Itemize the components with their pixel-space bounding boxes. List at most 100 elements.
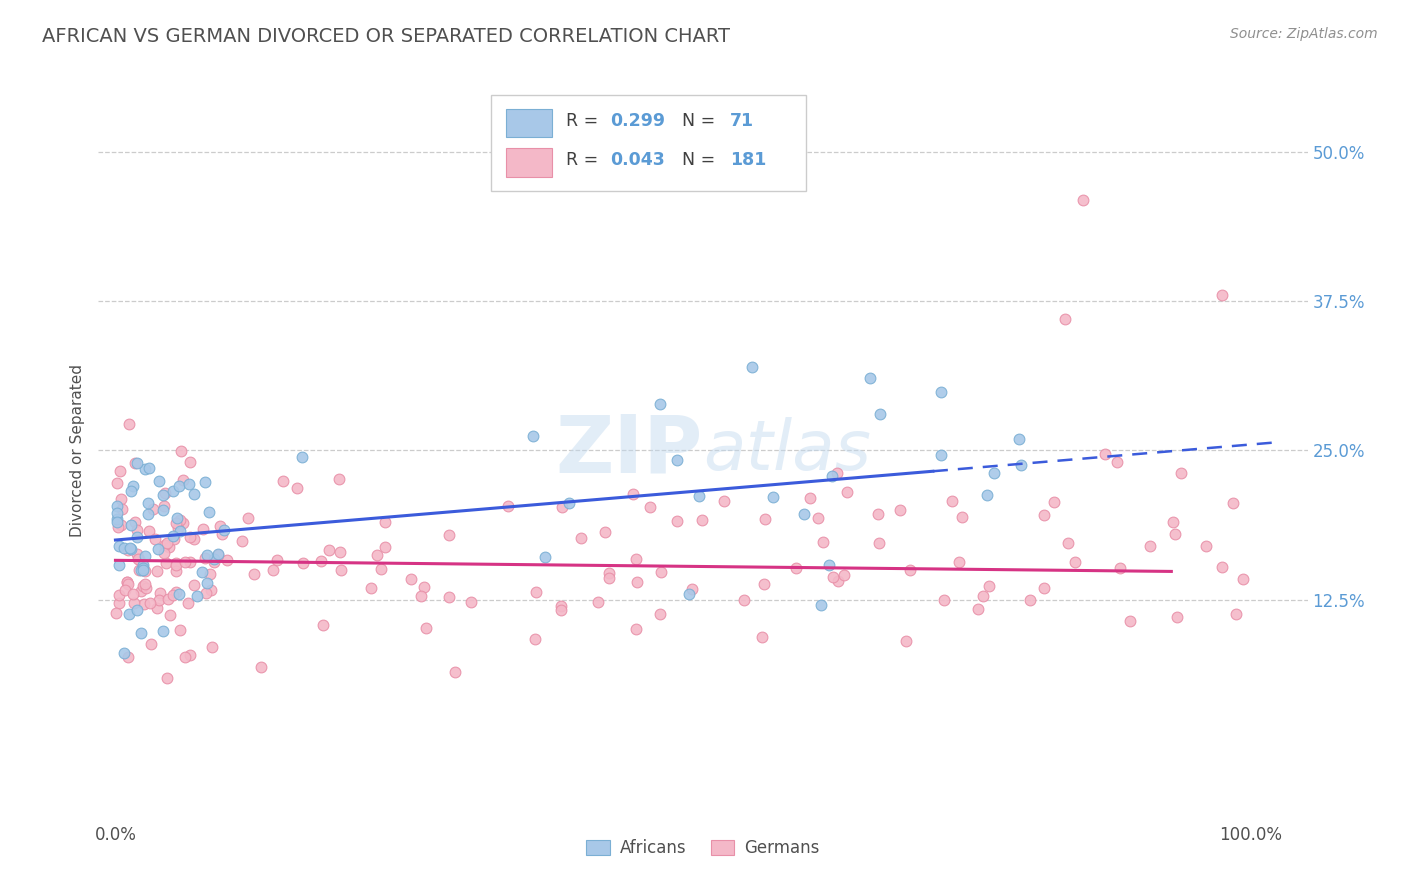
Point	[139, 637, 162, 651]
Point	[194, 550, 217, 565]
Point	[127, 552, 149, 566]
Point	[112, 646, 135, 660]
Point	[266, 553, 288, 567]
Point	[107, 558, 129, 572]
Point	[153, 546, 176, 560]
Point	[107, 520, 129, 534]
Point	[174, 650, 197, 665]
Point	[209, 518, 232, 533]
Point	[1194, 539, 1216, 553]
Point	[249, 659, 271, 673]
Point	[155, 556, 177, 570]
Point	[138, 461, 160, 475]
Point	[166, 521, 188, 535]
Point	[108, 588, 131, 602]
Point	[132, 558, 155, 573]
Point	[165, 516, 187, 530]
Point	[370, 562, 392, 576]
Point	[202, 555, 225, 569]
Point	[124, 596, 146, 610]
Point	[1018, 593, 1040, 607]
Point	[1232, 572, 1254, 586]
Point	[898, 563, 921, 577]
Point	[1109, 560, 1132, 574]
Point	[550, 599, 572, 614]
Point	[146, 564, 169, 578]
Point	[129, 562, 152, 576]
Point	[172, 516, 194, 530]
Point	[496, 499, 519, 513]
Point	[929, 385, 952, 400]
Point	[859, 371, 882, 385]
Point	[162, 529, 184, 543]
Point	[173, 555, 195, 569]
Point	[793, 507, 815, 521]
Point	[681, 582, 703, 596]
Point	[1222, 496, 1244, 510]
Point	[191, 565, 214, 579]
Point	[105, 515, 128, 529]
Point	[179, 455, 201, 469]
Point	[329, 545, 352, 559]
Point	[128, 563, 150, 577]
Point	[179, 555, 201, 569]
Point	[134, 462, 156, 476]
Point	[439, 528, 461, 542]
Point	[152, 502, 174, 516]
Point	[460, 595, 482, 609]
Point	[124, 456, 146, 470]
Point	[948, 556, 970, 570]
Point	[1161, 515, 1184, 529]
Point	[138, 524, 160, 538]
Point	[197, 505, 219, 519]
Point	[148, 541, 170, 556]
Point	[534, 550, 557, 565]
Point	[932, 592, 955, 607]
Point	[153, 538, 176, 552]
Bar	[506, 148, 551, 177]
Point	[215, 553, 238, 567]
Point	[177, 476, 200, 491]
Point	[117, 575, 139, 590]
Point	[329, 563, 352, 577]
Text: atlas: atlas	[703, 417, 870, 484]
Point	[524, 632, 547, 646]
Point	[159, 608, 181, 623]
Point	[194, 585, 217, 599]
Point	[291, 556, 314, 570]
Point	[167, 587, 190, 601]
Point	[108, 539, 131, 553]
Y-axis label: Divorced or Separated: Divorced or Separated	[69, 364, 84, 537]
Point	[626, 622, 648, 636]
Point	[204, 551, 226, 566]
Point	[236, 510, 259, 524]
Point	[1073, 193, 1095, 207]
Point	[1008, 432, 1031, 446]
Point	[1119, 614, 1142, 628]
Point	[183, 532, 205, 546]
Point	[1164, 527, 1187, 541]
Point	[200, 582, 222, 597]
Point	[522, 429, 544, 443]
Point	[195, 576, 218, 591]
Point	[1094, 447, 1116, 461]
Point	[869, 407, 891, 421]
Text: 71: 71	[730, 112, 754, 130]
Point	[105, 511, 128, 525]
Point	[551, 500, 574, 514]
Point	[207, 548, 229, 562]
Point	[242, 567, 264, 582]
Point	[688, 489, 710, 503]
Point	[754, 512, 776, 526]
Point	[309, 554, 332, 568]
Point	[818, 558, 841, 573]
Point	[207, 547, 229, 561]
Point	[399, 572, 422, 586]
Point	[287, 481, 309, 495]
Point	[273, 475, 295, 489]
Point	[929, 448, 952, 462]
Point	[598, 571, 620, 585]
Point	[411, 589, 433, 603]
Point	[145, 600, 167, 615]
Point	[413, 580, 436, 594]
